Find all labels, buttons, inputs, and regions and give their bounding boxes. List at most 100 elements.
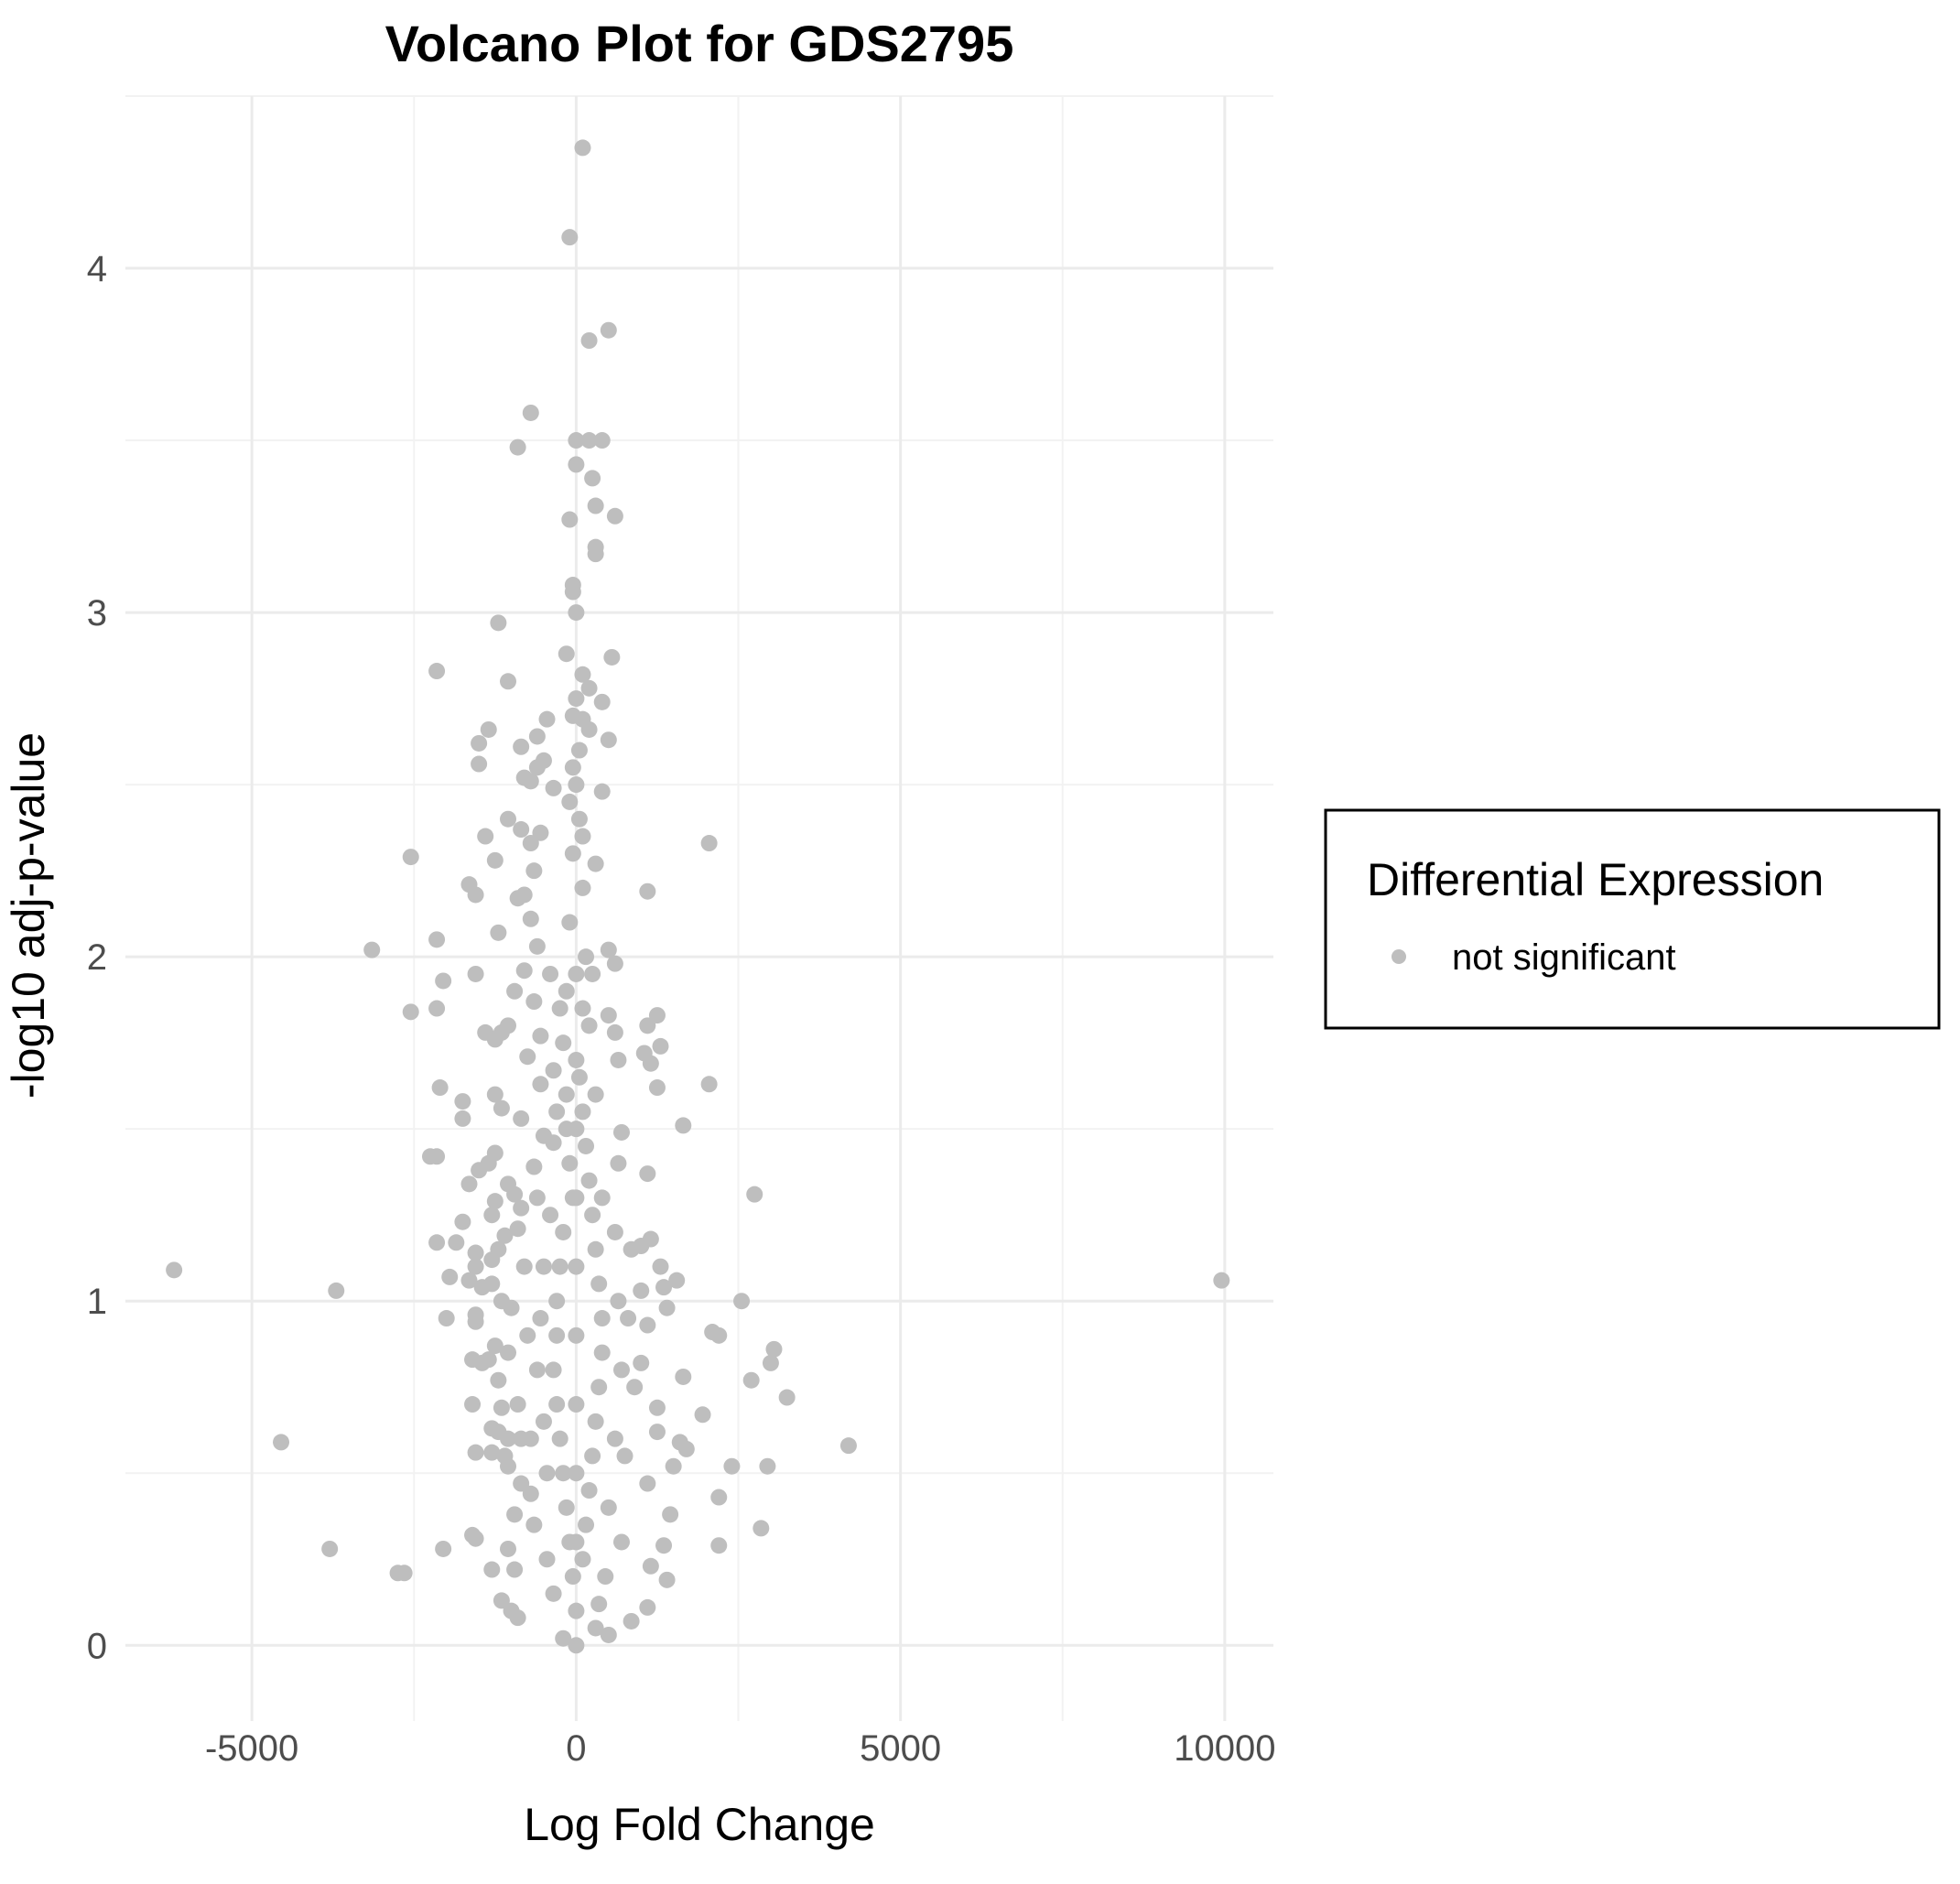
data-point <box>616 1447 633 1465</box>
data-point <box>710 1537 728 1554</box>
data-point <box>597 1568 614 1586</box>
data-point <box>493 1099 510 1117</box>
data-point <box>587 1413 604 1430</box>
data-point <box>600 941 617 958</box>
data-point <box>525 862 543 880</box>
data-point <box>535 1413 552 1430</box>
data-point <box>435 1540 452 1557</box>
data-point <box>710 1326 728 1344</box>
data-point <box>564 583 581 601</box>
data-point <box>710 1489 728 1506</box>
data-point <box>600 731 617 749</box>
data-point <box>545 1062 562 1079</box>
data-point <box>528 1189 546 1207</box>
data-point <box>525 993 543 1011</box>
data-point <box>648 1424 666 1441</box>
data-point <box>493 1399 510 1416</box>
data-point <box>655 1279 673 1296</box>
data-point <box>545 1585 562 1602</box>
data-point <box>574 828 591 845</box>
data-point <box>528 759 546 776</box>
data-point <box>723 1457 741 1475</box>
data-point <box>490 614 507 632</box>
data-point <box>584 965 601 982</box>
data-point <box>668 1272 686 1289</box>
data-point <box>593 1344 611 1361</box>
data-point <box>578 1516 595 1533</box>
data-point <box>568 1258 585 1275</box>
data-point <box>568 1326 585 1344</box>
data-point <box>467 1444 484 1461</box>
data-point <box>483 1251 501 1269</box>
data-point <box>545 1134 562 1152</box>
x-tick-label: 0 <box>566 1728 586 1769</box>
data-point <box>753 1520 770 1537</box>
data-point <box>590 1596 608 1613</box>
data-point <box>548 1103 566 1121</box>
data-point <box>460 1175 478 1193</box>
data-point <box>568 604 585 622</box>
data-point <box>500 810 516 828</box>
data-point <box>519 1326 536 1344</box>
data-point <box>460 1272 478 1289</box>
data-point <box>742 1371 760 1389</box>
data-point <box>593 1310 611 1327</box>
data-point <box>513 738 530 755</box>
data-point <box>584 1447 601 1465</box>
data-point <box>467 1244 484 1261</box>
data-point <box>532 824 549 841</box>
data-point <box>584 1207 601 1224</box>
data-point <box>568 1602 585 1619</box>
data-point <box>587 1619 604 1637</box>
data-point <box>522 404 539 421</box>
data-point <box>665 1457 682 1475</box>
data-point <box>778 1389 796 1406</box>
y-tick-label: 0 <box>87 1626 107 1666</box>
data-point <box>496 1227 514 1244</box>
data-point <box>762 1354 779 1371</box>
data-point <box>483 1444 501 1461</box>
data-point <box>555 1223 572 1240</box>
data-point <box>551 1430 569 1447</box>
data-point <box>500 1540 516 1557</box>
data-point <box>525 1158 543 1175</box>
y-tick-label: 2 <box>87 937 107 978</box>
data-point <box>500 1430 516 1447</box>
data-point <box>610 1293 627 1310</box>
data-point <box>564 845 581 862</box>
data-point <box>700 835 718 852</box>
data-point <box>503 1299 520 1316</box>
data-point <box>580 1482 598 1500</box>
data-point <box>612 1533 630 1551</box>
data-point <box>600 321 617 339</box>
data-point <box>642 1557 659 1575</box>
data-point <box>610 1051 627 1068</box>
data-point <box>662 1506 679 1523</box>
data-point <box>483 1207 501 1224</box>
data-point <box>428 1148 446 1165</box>
data-point <box>568 1396 585 1413</box>
data-point <box>578 948 595 966</box>
data-point <box>535 1258 552 1275</box>
y-axis-label: -log10 adj-p-value <box>3 732 54 1099</box>
data-point <box>580 332 598 350</box>
data-point <box>568 776 585 794</box>
data-point <box>570 742 588 759</box>
data-point <box>587 1240 604 1258</box>
data-point <box>542 1207 559 1224</box>
data-point <box>639 1017 656 1034</box>
data-point <box>532 1076 549 1093</box>
data-point <box>441 1268 459 1285</box>
data-point <box>500 673 516 690</box>
data-point <box>558 1499 575 1516</box>
data-point <box>500 1344 516 1361</box>
data-point <box>561 511 579 528</box>
data-point <box>506 1506 524 1523</box>
data-point <box>574 1103 591 1121</box>
data-point <box>648 1399 666 1416</box>
data-point <box>506 1561 524 1578</box>
data-point <box>545 1361 562 1379</box>
data-point <box>548 1326 566 1344</box>
data-point <box>578 1137 595 1154</box>
data-point <box>561 914 579 931</box>
